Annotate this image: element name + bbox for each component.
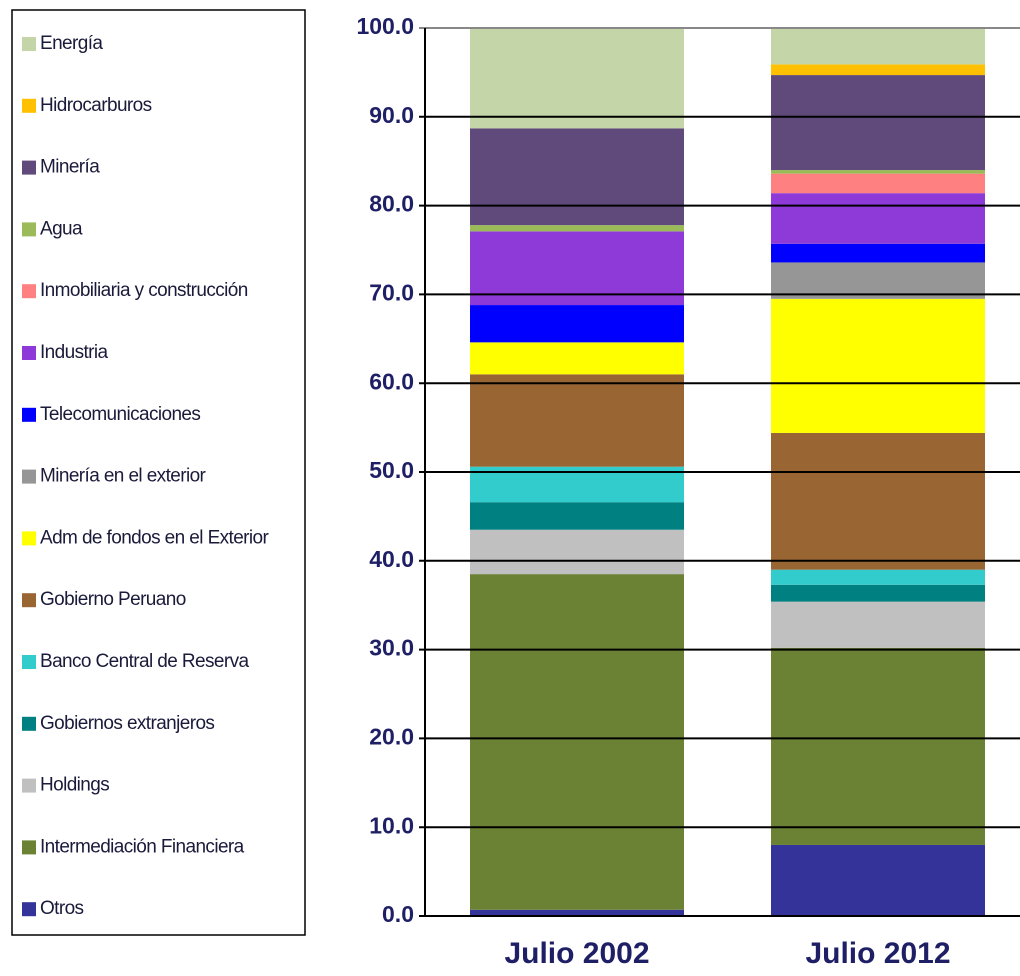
bar-segment [771,432,985,570]
legend-swatch [22,716,36,731]
y-tick-label: 20.0 [369,723,414,749]
legend-box [11,9,306,936]
y-tick-label: 80.0 [369,191,414,217]
legend-label: Hidrocarburos [40,95,152,116]
legend-swatch [22,160,36,175]
bar-segment [771,601,985,648]
bar-segment [470,574,684,910]
bar-segment [470,128,684,226]
legend-label: Minería en el exterior [40,466,207,487]
bar-segment [771,584,985,602]
legend-swatch [22,902,36,917]
legend-swatch [22,37,36,51]
y-tick-label: 0.0 [382,901,414,927]
legend-swatch [22,98,36,113]
bar-segment [771,298,985,433]
bar-segment [771,64,985,76]
legend-swatch [22,778,36,793]
legend-label: Holdings [40,775,109,796]
legend-swatch [22,655,36,669]
legend-label: Otros [40,898,84,919]
legend-swatch [22,469,36,484]
bar-segment [771,28,985,65]
legend-swatch [22,840,36,855]
legend-label: Telecomunicaciones [40,404,200,425]
legend-swatch [22,222,36,237]
legend-swatch [22,346,36,360]
y-tick-label: 50.0 [369,457,414,483]
x-tick-label: Julio 2002 [504,937,649,970]
bar-segment [470,305,684,343]
y-tick-label: 70.0 [369,279,414,305]
legend-label: Gobierno Peruano [40,589,186,610]
bar-segment [771,262,985,299]
bar-segment [771,170,985,174]
legend-label: Industria [40,342,109,363]
bar-segment [470,529,684,575]
bar-segment [470,342,684,375]
y-tick-label: 60.0 [369,368,414,394]
legend-label: Minería [40,157,100,178]
legend-swatch [22,593,36,608]
legend-swatch [22,531,36,546]
y-tick-label: 30.0 [369,635,414,661]
bar-segment [771,647,985,845]
legend-swatch [22,407,36,422]
bar-segment [470,909,684,916]
bar-segment [771,844,985,916]
bar-segment [771,75,985,171]
y-tick-label: 10.0 [369,812,414,838]
y-tick-label: 100.0 [356,13,414,39]
legend-label: Inmobiliaria y construcción [40,280,248,301]
legend-label: Energía [40,33,103,54]
legend-label: Intermediación Financiera [40,836,245,857]
bar-segment [470,502,684,530]
legend-label: Agua [40,218,83,239]
bar-segment [470,28,684,129]
bar-segment [470,374,684,467]
legend-label: Banco Central de Reserva [40,651,249,672]
y-tick-label: 40.0 [369,546,414,572]
bar-segment [771,243,985,263]
bar-segment [771,569,985,585]
bar-segment [771,193,985,244]
legend-swatch [22,284,36,299]
legend-label: Gobiernos extranjeros [40,713,214,734]
bar-segment [470,231,684,306]
bar-segment [470,225,684,232]
x-tick-label: Julio 2012 [805,937,950,970]
bar-segment [771,173,985,194]
legend-label: Adm de fondos en el Exterior [40,527,269,548]
y-tick-label: 90.0 [369,102,414,128]
